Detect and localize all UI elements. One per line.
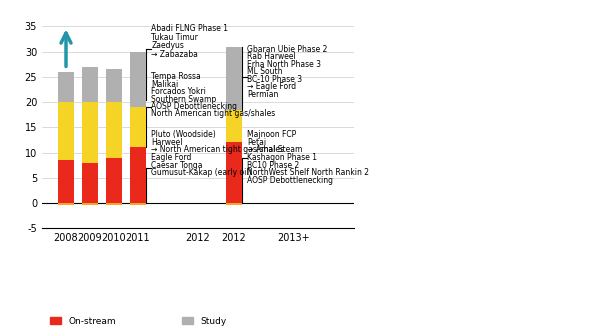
- Text: Tempa Rossa: Tempa Rossa: [151, 72, 201, 82]
- Text: Abadi FLNG Phase 1: Abadi FLNG Phase 1: [151, 24, 228, 33]
- Text: AOSP Debottlenecking: AOSP Debottlenecking: [247, 176, 333, 185]
- Text: Rab Harweel: Rab Harweel: [247, 52, 296, 61]
- Text: BC10 Phase 2: BC10 Phase 2: [247, 161, 299, 170]
- Text: Erha North Phase 3: Erha North Phase 3: [247, 60, 321, 69]
- Text: → North American tight gas/shales: → North American tight gas/shales: [151, 145, 284, 155]
- Bar: [226, 47, 242, 110]
- Bar: [226, 203, 242, 205]
- Bar: [106, 203, 122, 205]
- Bar: [58, 203, 74, 205]
- Bar: [82, 102, 98, 163]
- Bar: [58, 160, 74, 203]
- Bar: [130, 203, 146, 205]
- Bar: [130, 107, 146, 147]
- Legend: On-stream, Long-term upside, Under construction, Study, Production: On-stream, Long-term upside, Under const…: [47, 313, 252, 326]
- Text: Caesar Tonga: Caesar Tonga: [151, 161, 203, 170]
- Bar: [226, 110, 242, 142]
- Text: Forcados Yokri: Forcados Yokri: [151, 87, 206, 96]
- Text: ML South: ML South: [247, 67, 283, 76]
- Text: Kashagon Phase 1: Kashagon Phase 1: [247, 153, 317, 162]
- Bar: [82, 203, 98, 205]
- Bar: [58, 102, 74, 160]
- Text: Tukau Timur: Tukau Timur: [151, 33, 198, 42]
- Text: NorthWest Shelf North Rankin 2: NorthWest Shelf North Rankin 2: [247, 168, 369, 177]
- Bar: [226, 142, 242, 203]
- Text: Gumusut-Kakap (early oil): Gumusut-Kakap (early oil): [151, 168, 252, 177]
- Text: Eagle Ford: Eagle Ford: [151, 153, 191, 162]
- Bar: [58, 72, 74, 102]
- Text: → Zabazaba: → Zabazaba: [151, 50, 198, 59]
- Text: Harweel: Harweel: [151, 138, 183, 147]
- Text: Majnoon FCP: Majnoon FCP: [247, 130, 296, 139]
- Text: → Amal Steam: → Amal Steam: [247, 145, 302, 155]
- Bar: [106, 157, 122, 203]
- Text: Gbaran Ubie Phase 2: Gbaran Ubie Phase 2: [247, 45, 328, 53]
- Bar: [130, 147, 146, 203]
- Text: Permian: Permian: [247, 90, 278, 99]
- Bar: [106, 102, 122, 157]
- Text: North American tight gas/shales: North American tight gas/shales: [151, 109, 275, 118]
- Text: Southern Swamp: Southern Swamp: [151, 95, 217, 104]
- Text: AOSP Debottlenecking: AOSP Debottlenecking: [151, 102, 237, 111]
- Text: BC-10 Phase 3: BC-10 Phase 3: [247, 75, 302, 84]
- Text: Malikai: Malikai: [151, 80, 178, 89]
- Text: Pluto (Woodside): Pluto (Woodside): [151, 130, 216, 139]
- Bar: [130, 52, 146, 107]
- Bar: [82, 67, 98, 102]
- Text: Zaedyus: Zaedyus: [151, 41, 184, 50]
- Bar: [106, 69, 122, 102]
- Text: → Eagle Ford: → Eagle Ford: [247, 82, 296, 91]
- Bar: [82, 163, 98, 203]
- Text: Petai: Petai: [247, 138, 266, 147]
